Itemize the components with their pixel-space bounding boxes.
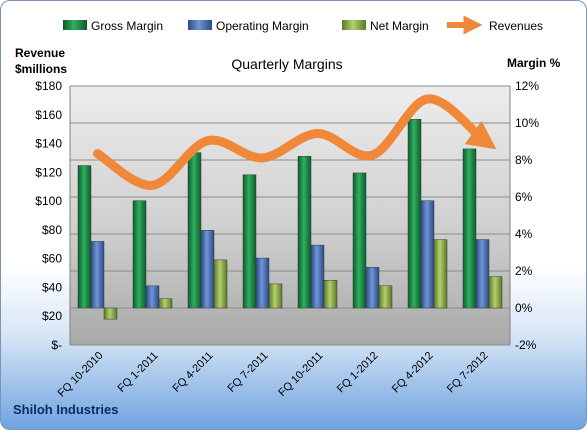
bar-operating-margin: [145, 285, 160, 309]
bar-gross-margin: [297, 156, 312, 309]
x-tick-label: FQ 10-2011: [276, 350, 325, 399]
bars-layer: [77, 119, 503, 320]
x-tick-label: FQ 10-2010: [56, 350, 106, 400]
left-tick-label: $100: [35, 194, 62, 208]
left-tick-label: $160: [35, 108, 62, 122]
right-axis-ticks: -2% 0% 2% 4% 6% 8% 10% 12%: [515, 79, 539, 352]
bar-net-margin: [323, 280, 338, 309]
bar-operating-margin: [310, 244, 325, 309]
bar-operating-margin: [255, 257, 270, 309]
x-tick-label: FQ 1-2011: [116, 350, 161, 395]
legend-swatch-operating-margin: [188, 20, 212, 30]
right-tick-label: 0%: [515, 301, 533, 315]
right-tick-label: 2%: [515, 264, 533, 278]
chart-title: Quarterly Margins: [231, 56, 342, 72]
left-tick-label: $180: [35, 79, 62, 93]
right-tick-label: 6%: [515, 190, 533, 204]
bar-operating-margin: [420, 200, 435, 309]
left-axis-label-line1: Revenue: [15, 46, 65, 60]
bar-net-margin: [103, 307, 118, 320]
left-tick-label: $140: [35, 137, 62, 151]
bar-operating-margin: [475, 239, 490, 309]
x-axis-ticks: FQ 10-2010 FQ 1-2011 FQ 4-2011 FQ 7-2011 FQ …: [56, 350, 491, 400]
x-tick-label: FQ 7-2012: [445, 350, 491, 396]
legend-label-net-margin: Net Margin: [370, 19, 429, 33]
left-axis-ticks: $- $20 $40 $60 $80 $100 $120 $140 $160 $180: [35, 79, 62, 352]
bar-net-margin: [433, 239, 448, 309]
legend-label-operating-margin: Operating Margin: [216, 19, 309, 33]
left-tick-label: $120: [35, 165, 62, 179]
bar-gross-margin: [132, 200, 147, 309]
bar-operating-margin: [200, 230, 215, 309]
bar-operating-margin: [90, 241, 105, 309]
left-axis-label-line2: $millions: [15, 62, 67, 76]
bar-gross-margin: [242, 174, 257, 309]
right-tick-label: 10%: [515, 116, 539, 130]
legend-label-revenues: Revenues: [489, 19, 543, 33]
bar-net-margin: [488, 276, 503, 309]
bar-net-margin: [378, 285, 393, 309]
left-tick-label: $40: [42, 280, 62, 294]
bar-net-margin: [213, 259, 228, 309]
right-tick-label: 4%: [515, 227, 533, 241]
bar-gross-margin: [462, 148, 477, 309]
left-tick-label: $60: [42, 252, 62, 266]
bar-net-margin: [268, 283, 283, 309]
x-tick-label: FQ 4-2011: [171, 350, 216, 395]
left-tick-label: $-: [51, 338, 62, 352]
company-name: Shiloh Industries: [13, 402, 118, 417]
legend: Gross Margin Operating Margin Net Margin…: [63, 15, 543, 35]
bar-gross-margin: [407, 119, 422, 309]
bar-gross-margin: [77, 165, 92, 309]
legend-swatch-net-margin: [342, 20, 366, 30]
revenue-line-layer: [93, 94, 497, 190]
bar-gross-margin: [352, 172, 367, 309]
right-tick-label: 8%: [515, 153, 533, 167]
x-tick-label: FQ 4-2012: [390, 350, 436, 396]
right-axis-label: Margin %: [507, 56, 561, 70]
legend-swatch-gross-margin: [63, 20, 87, 30]
right-tick-label: 12%: [515, 79, 539, 93]
x-tick-label: FQ 1-2012: [335, 350, 381, 396]
left-tick-label: $80: [42, 223, 62, 237]
left-tick-label: $20: [42, 309, 62, 323]
legend-label-gross-margin: Gross Margin: [91, 19, 163, 33]
right-tick-label: -2%: [515, 338, 537, 352]
bar-net-margin: [158, 298, 173, 309]
revenue-line: [93, 94, 497, 190]
bar-gross-margin: [187, 152, 202, 309]
x-tick-label: FQ 7-2011: [226, 350, 271, 395]
bar-operating-margin: [365, 267, 380, 309]
